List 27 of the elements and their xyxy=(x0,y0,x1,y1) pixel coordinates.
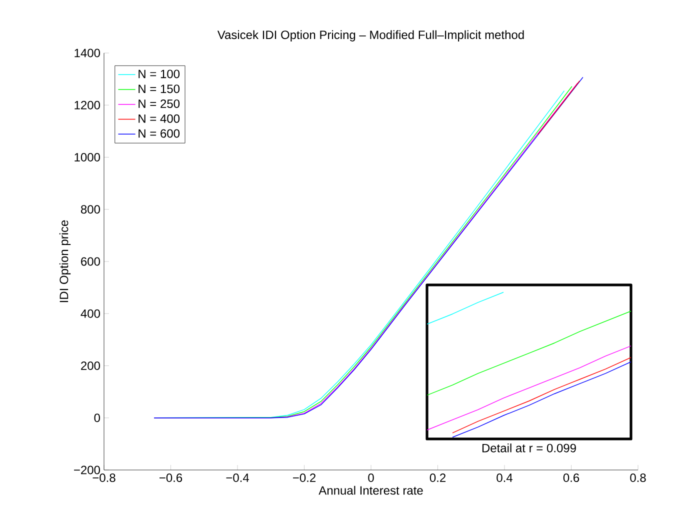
x-tick-label: 0 xyxy=(368,474,374,482)
chart-title: Vasicek IDI Option Pricing – Modified Full–Implicit method xyxy=(217,30,524,42)
y-tick-label: −200 xyxy=(74,466,100,474)
x-tick-label: −0.4 xyxy=(226,474,249,482)
x-tick-label: −0.6 xyxy=(160,474,182,482)
legend-label: N = 250 xyxy=(138,99,180,108)
legend-label: N = 400 xyxy=(138,114,180,123)
y-tick-label: 1200 xyxy=(74,100,100,110)
x-axis-title: Detail at r = 0.099 xyxy=(482,444,576,452)
x-tick-label: 0.4 xyxy=(496,474,512,482)
x-tick-label: −0.8 xyxy=(92,474,116,482)
x-axis-title: Annual Interest rate xyxy=(318,486,423,495)
x-tick-label: 0.6 xyxy=(563,474,580,482)
y-axis-title: IDI Option price xyxy=(59,220,71,302)
x-tick-label: 0.8 xyxy=(630,474,646,482)
legend-label: N = 100 xyxy=(138,70,180,78)
legend-label: N = 600 xyxy=(138,129,180,138)
legend-label: N = 150 xyxy=(138,84,180,94)
y-tick-label: 0 xyxy=(94,414,100,422)
y-tick-label: 400 xyxy=(80,309,100,318)
y-tick-label: 1000 xyxy=(74,152,100,162)
y-tick-label: 600 xyxy=(81,257,100,266)
y-tick-label: 1400 xyxy=(74,48,100,58)
y-tick-label: 200 xyxy=(81,361,100,370)
x-tick-label: 0.2 xyxy=(430,474,446,482)
y-tick-label: 800 xyxy=(80,205,100,214)
x-tick-label: −0.2 xyxy=(293,474,316,482)
